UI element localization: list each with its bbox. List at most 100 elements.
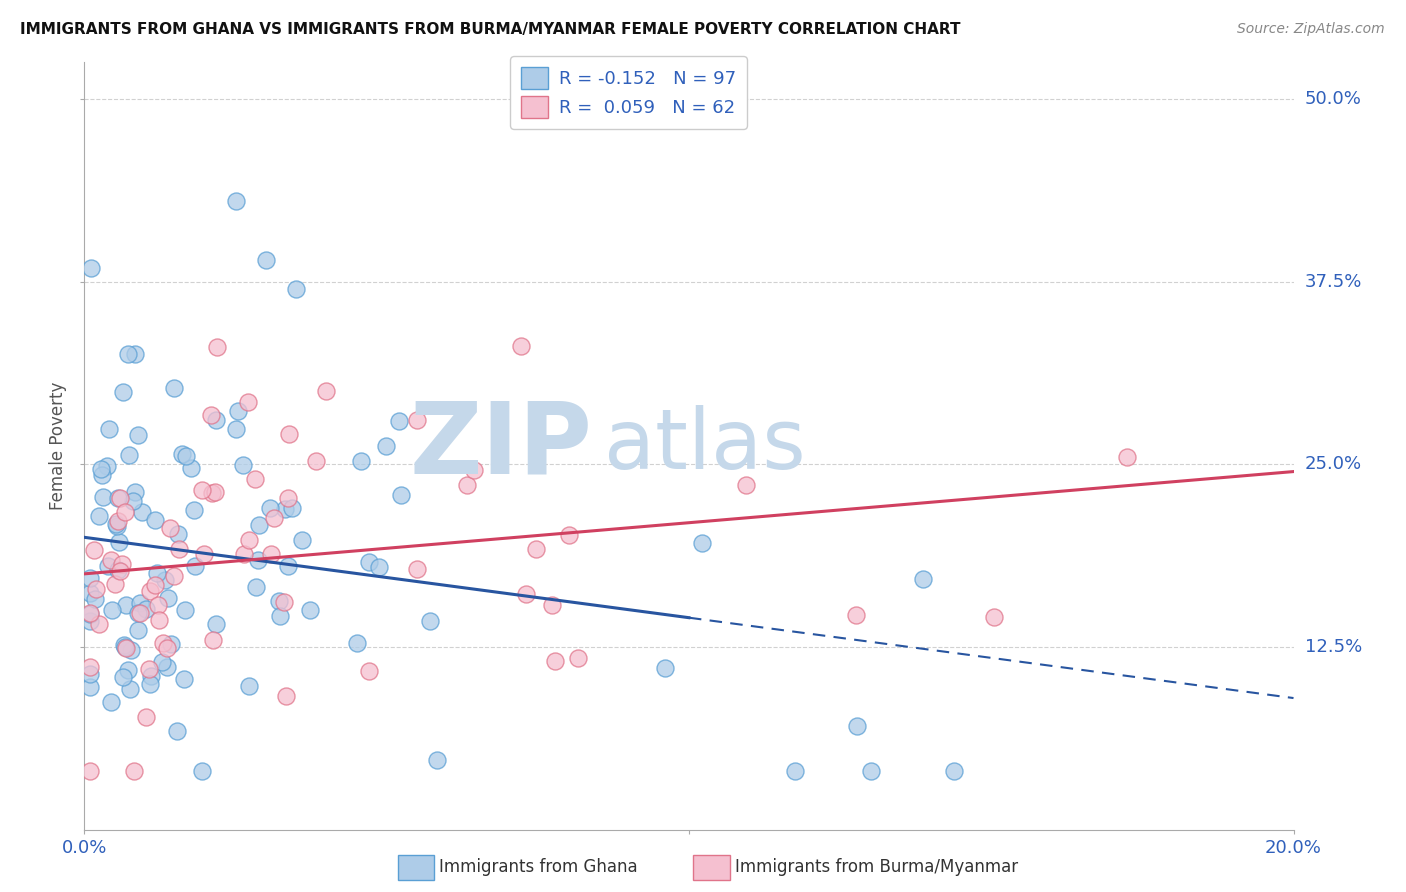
Text: Immigrants from Burma/Myanmar: Immigrants from Burma/Myanmar (735, 858, 1018, 876)
Point (406, 562, 429, 576)
Point (280, 501, 302, 516)
Point (238, 679, 260, 693)
Point (243, 472, 266, 486)
Point (180, 460, 202, 475)
Point (100, 552, 122, 566)
Point (156, 641, 179, 656)
Point (79, 586, 101, 600)
Point (357, 555, 380, 569)
Point (83, 591, 105, 606)
Point (135, 710, 157, 724)
Point (124, 485, 146, 500)
Point (143, 578, 166, 592)
Point (104, 516, 127, 531)
Point (510, 338, 533, 352)
Point (159, 636, 181, 650)
Point (156, 591, 179, 606)
Point (174, 603, 197, 617)
Point (247, 553, 270, 567)
Point (406, 413, 429, 427)
Point (98, 422, 121, 436)
Point (783, 764, 806, 778)
Point (463, 463, 485, 477)
Point (129, 596, 152, 610)
Point (143, 513, 166, 527)
Y-axis label: Female Poverty: Female Poverty (49, 382, 67, 510)
Point (107, 518, 129, 533)
Point (107, 563, 129, 577)
Point (122, 493, 145, 508)
Point (389, 488, 412, 502)
Point (153, 574, 176, 588)
Point (524, 542, 547, 557)
Text: IMMIGRANTS FROM GHANA VS IMMIGRANTS FROM BURMA/MYANMAR FEMALE POVERTY CORRELATIO: IMMIGRANTS FROM GHANA VS IMMIGRANTS FROM… (20, 22, 960, 37)
Point (150, 655, 173, 669)
Point (84, 582, 107, 597)
Point (117, 347, 139, 361)
Point (79, 680, 101, 694)
Point (128, 606, 150, 620)
Point (107, 491, 129, 506)
Point (368, 559, 391, 574)
Point (205, 616, 228, 631)
Point (846, 719, 869, 733)
Point (139, 669, 162, 683)
Text: ZIP: ZIP (409, 398, 592, 494)
Point (127, 623, 149, 637)
Point (100, 603, 122, 617)
Point (90, 468, 112, 483)
Point (200, 408, 222, 422)
Point (115, 640, 138, 655)
Point (79, 660, 101, 674)
Point (167, 542, 190, 557)
Point (79, 667, 101, 681)
Point (200, 486, 222, 500)
Point (654, 660, 676, 674)
Point (146, 566, 169, 580)
Point (315, 384, 337, 399)
Point (1115, 450, 1137, 465)
Point (93, 491, 115, 505)
Point (111, 385, 134, 400)
Point (245, 580, 267, 594)
Point (152, 635, 174, 649)
Point (117, 663, 139, 677)
Point (87, 508, 110, 523)
Point (191, 483, 214, 497)
Text: 37.5%: 37.5% (1305, 273, 1362, 291)
Point (172, 447, 194, 461)
Point (110, 491, 132, 505)
Point (148, 599, 170, 613)
Point (79, 607, 101, 621)
Point (173, 673, 195, 687)
Point (277, 559, 299, 574)
Point (104, 576, 127, 591)
Point (120, 643, 142, 657)
Text: 25.0%: 25.0% (1305, 455, 1362, 474)
Point (79, 571, 101, 585)
Point (107, 515, 129, 529)
Point (943, 764, 966, 778)
Point (285, 282, 308, 296)
Point (127, 606, 149, 620)
Text: atlas: atlas (605, 406, 806, 486)
Point (207, 340, 229, 354)
Point (83, 543, 105, 558)
Point (114, 505, 136, 519)
Point (112, 638, 135, 652)
Point (260, 547, 283, 561)
Point (859, 764, 882, 778)
Point (254, 252, 277, 267)
Legend: R = -0.152   N = 97, R =  0.059   N = 62: R = -0.152 N = 97, R = 0.059 N = 62 (510, 56, 747, 129)
Point (156, 660, 179, 674)
Point (291, 533, 314, 547)
Point (567, 650, 589, 665)
Point (419, 614, 441, 628)
Point (201, 632, 224, 647)
Point (734, 478, 756, 492)
Point (183, 503, 205, 517)
Point (138, 677, 160, 691)
Point (80, 260, 103, 275)
Point (247, 517, 270, 532)
Point (87, 617, 110, 632)
